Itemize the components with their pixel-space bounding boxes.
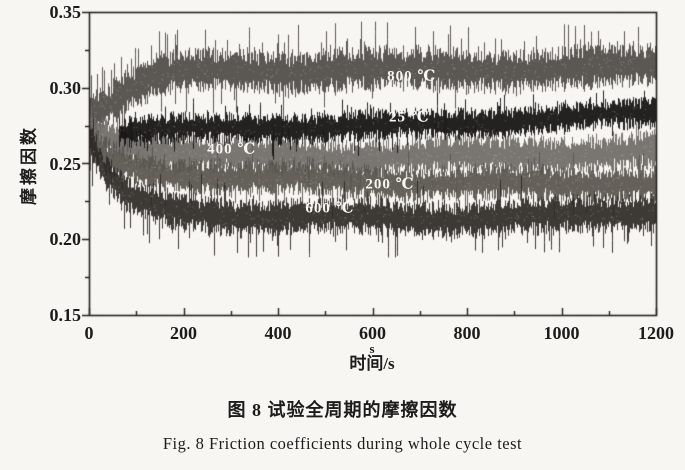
x-tick-label-600: 600 <box>359 323 386 343</box>
y-tick-label-0.15: 0.15 <box>49 305 82 325</box>
series-label-25C: 25 ℃ <box>388 109 430 126</box>
x-tick-label-800: 800 <box>453 323 481 343</box>
x-tick-label-400: 400 <box>264 323 292 343</box>
x-tick-label-200: 200 <box>170 323 197 343</box>
y-tick-label-0.25: 0.25 <box>49 153 82 174</box>
y-tick-label-0.20: 0.20 <box>49 229 82 250</box>
series-label-800C: 800 ℃ <box>387 68 437 85</box>
series-label-400C: 400 ℃ <box>207 141 257 158</box>
x-axis-label-block: s 时间/s <box>349 341 395 373</box>
caption-english: Fig. 8 Friction coefficients during whol… <box>162 434 523 453</box>
x-tick-label-0: 0 <box>84 323 94 343</box>
caption-chinese: 图 8 试验全周期的摩擦因数 <box>227 400 458 420</box>
x-tick-label-1200: 1200 <box>638 323 674 343</box>
series-label-600C: 600 ℃ <box>305 200 355 217</box>
y-tick-label-0.30: 0.30 <box>49 77 82 98</box>
x-axis-superscript: s <box>369 341 375 356</box>
series-label-200C: 200 ℃ <box>365 176 415 193</box>
x-tick-label-1000: 1000 <box>543 323 580 343</box>
y-tick-label-0.35: 0.35 <box>49 2 82 22</box>
x-axis-label: 时间/s <box>349 354 395 373</box>
